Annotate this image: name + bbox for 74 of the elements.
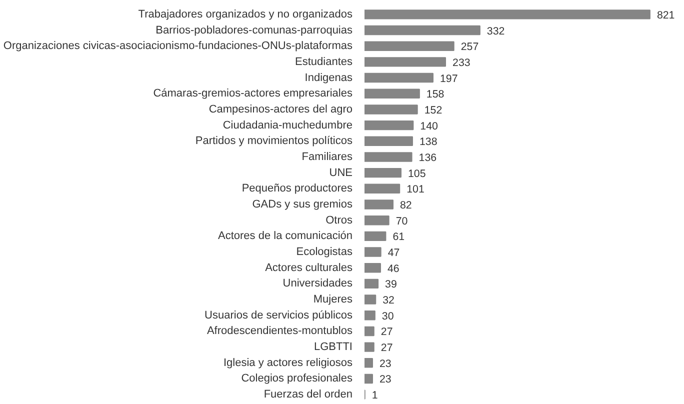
bar <box>364 278 379 289</box>
data-label: 47 <box>388 247 400 260</box>
bar <box>364 200 394 210</box>
y-tick-label: Partidos y movimientos políticos <box>195 135 353 148</box>
data-label: 257 <box>460 41 479 54</box>
data-label: 32 <box>382 294 395 307</box>
data-label: 101 <box>406 184 424 196</box>
bar <box>364 215 390 226</box>
bar <box>364 136 413 146</box>
y-tick-label: Indigenas <box>304 72 353 84</box>
y-tick-label: GADs y sus gremios <box>252 198 353 210</box>
y-tick-label: Estudiantes <box>295 56 353 68</box>
y-tick-label: Barrios-pobladores-comunas-parroquias <box>156 24 353 36</box>
y-tick-label: Fuerzas del orden <box>264 388 353 401</box>
data-label: 140 <box>420 120 438 132</box>
y-tick-label: Cámaras-gremios-actores empresariales <box>153 88 353 100</box>
data-label: 1 <box>372 390 378 402</box>
bar <box>364 57 446 67</box>
data-label: 136 <box>418 152 437 164</box>
data-label: 152 <box>424 104 442 116</box>
bar <box>364 374 373 384</box>
data-label: 61 <box>392 231 405 244</box>
data-label: 39 <box>385 278 397 291</box>
y-tick-label: Campesinos-actores del agro <box>208 103 353 116</box>
bar <box>364 326 374 336</box>
bar <box>364 10 650 20</box>
bar <box>364 120 414 130</box>
bar <box>364 342 374 352</box>
bar <box>364 168 402 178</box>
data-label: 197 <box>440 72 458 85</box>
data-label: 105 <box>408 168 426 180</box>
data-label: 138 <box>419 136 438 148</box>
y-tick-label: Mujeres <box>313 294 353 306</box>
data-label: 27 <box>380 342 393 354</box>
data-label: 23 <box>379 358 392 370</box>
bar <box>364 88 420 98</box>
bar <box>364 104 418 114</box>
y-tick-label: Familiares <box>302 150 353 163</box>
data-label: 332 <box>486 25 505 38</box>
data-label: 23 <box>379 374 392 386</box>
data-label: 233 <box>452 56 470 69</box>
y-tick-label: Otros <box>326 214 353 226</box>
data-label: 46 <box>387 262 400 275</box>
data-label: 30 <box>382 310 394 322</box>
y-tick-label: Organizaciones civicas-asociacionismo-fundaciones-ONUs-plataformas <box>3 40 353 52</box>
y-tick-label: Usuarios de servicios públicos <box>204 309 353 322</box>
y-tick-label: Actores de la comunicación <box>218 230 352 242</box>
bar <box>364 25 480 36</box>
bar <box>364 247 382 257</box>
y-tick-label: Afrodescendientes-montublos <box>206 325 353 338</box>
bar <box>364 358 373 368</box>
y-tick-label: Ecologistas <box>296 246 353 258</box>
y-tick-label: Trabajadores organizados y no organizados <box>138 8 353 20</box>
y-tick-label: UNE <box>329 166 353 179</box>
data-label: 27 <box>380 326 393 338</box>
bar <box>364 294 376 304</box>
y-tick-label: Actores culturales <box>265 262 353 274</box>
bar <box>364 231 386 242</box>
bar <box>364 184 400 194</box>
bar <box>364 72 434 83</box>
bar <box>364 152 412 162</box>
data-label: 158 <box>426 88 444 101</box>
bar <box>364 41 454 51</box>
data-label: 821 <box>656 9 675 22</box>
bar <box>364 263 381 273</box>
y-tick-label: LGBTTI <box>314 341 353 354</box>
bar <box>364 310 376 320</box>
y-tick-label: Ciudadania-muchedumbre <box>222 119 353 132</box>
y-tick-label: Pequeños productores <box>242 182 353 195</box>
y-tick-label: Colegios profesionales <box>241 372 353 385</box>
y-tick-label: Iglesia y actores religiosos <box>223 356 353 369</box>
data-label: 70 <box>396 215 408 228</box>
data-label: 82 <box>400 200 412 212</box>
y-tick-label: Universidades <box>282 278 353 290</box>
